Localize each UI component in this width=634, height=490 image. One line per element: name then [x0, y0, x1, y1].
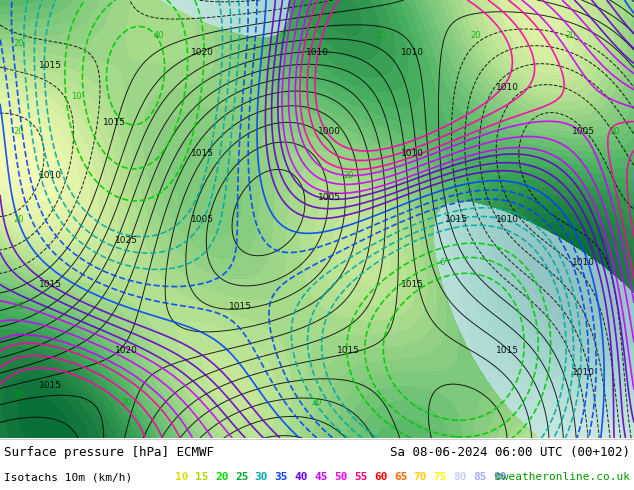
Text: 65: 65 — [394, 472, 408, 482]
Text: 40: 40 — [153, 30, 164, 40]
Text: 1005: 1005 — [191, 215, 214, 223]
Text: 35: 35 — [275, 472, 288, 482]
Text: 1015: 1015 — [39, 61, 62, 70]
Text: 20: 20 — [344, 171, 354, 180]
Text: 1010: 1010 — [572, 258, 595, 268]
Text: 20: 20 — [14, 39, 24, 49]
Text: 10: 10 — [71, 92, 81, 101]
Text: 20: 20 — [122, 398, 132, 408]
Text: 20: 20 — [14, 390, 24, 399]
Text: 75: 75 — [434, 472, 447, 482]
Text: 1020: 1020 — [191, 48, 214, 57]
Text: 50: 50 — [334, 472, 348, 482]
Text: 1015: 1015 — [401, 280, 424, 289]
Text: 85: 85 — [474, 472, 487, 482]
Text: 1010: 1010 — [401, 48, 424, 57]
Text: 1015: 1015 — [230, 302, 252, 311]
Text: 1005: 1005 — [318, 193, 341, 201]
Text: 20: 20 — [215, 472, 228, 482]
Text: 20: 20 — [14, 127, 24, 136]
Text: 20: 20 — [312, 398, 322, 408]
Text: 20: 20 — [610, 215, 620, 223]
Text: 55: 55 — [354, 472, 368, 482]
Text: 20: 20 — [470, 30, 481, 40]
Text: 70: 70 — [414, 472, 427, 482]
Text: 1015: 1015 — [39, 381, 62, 390]
Text: 25: 25 — [235, 472, 249, 482]
Text: ©weatheronline.co.uk: ©weatheronline.co.uk — [495, 472, 630, 482]
Text: 40: 40 — [295, 472, 308, 482]
Text: 30: 30 — [255, 472, 268, 482]
Text: 10: 10 — [175, 472, 189, 482]
Text: 1015: 1015 — [103, 118, 126, 127]
Text: 20: 20 — [610, 127, 620, 136]
Text: Surface pressure [hPa] ECMWF: Surface pressure [hPa] ECMWF — [4, 446, 214, 459]
Text: 1000: 1000 — [318, 127, 341, 136]
Text: 60: 60 — [374, 472, 387, 482]
Text: 1005: 1005 — [572, 127, 595, 136]
Text: 1010: 1010 — [39, 171, 62, 180]
Text: Isotachs 10m (km/h): Isotachs 10m (km/h) — [4, 472, 133, 482]
Text: 1015: 1015 — [337, 346, 360, 355]
Text: 1015: 1015 — [496, 346, 519, 355]
Text: 1015: 1015 — [39, 280, 62, 289]
Text: 20: 20 — [566, 30, 576, 40]
Text: 80: 80 — [453, 472, 467, 482]
Text: Sa 08-06-2024 06:00 UTC (00+102): Sa 08-06-2024 06:00 UTC (00+102) — [390, 446, 630, 459]
Text: 90: 90 — [493, 472, 507, 482]
Text: 6°: 6° — [439, 258, 448, 268]
Text: 20: 20 — [14, 302, 24, 311]
Text: 1015: 1015 — [445, 215, 468, 223]
Text: 1010: 1010 — [496, 83, 519, 92]
Text: 1010: 1010 — [401, 149, 424, 158]
Text: 20: 20 — [14, 215, 24, 223]
Text: 1010: 1010 — [572, 368, 595, 377]
Text: 1010: 1010 — [496, 215, 519, 223]
Text: 1010: 1010 — [306, 48, 328, 57]
Text: 1025: 1025 — [115, 236, 138, 245]
Text: 45: 45 — [314, 472, 328, 482]
Text: 1015: 1015 — [191, 149, 214, 158]
Text: 15: 15 — [195, 472, 209, 482]
Text: 20: 20 — [375, 30, 385, 40]
Text: 1020: 1020 — [115, 346, 138, 355]
Text: 40: 40 — [280, 30, 290, 40]
